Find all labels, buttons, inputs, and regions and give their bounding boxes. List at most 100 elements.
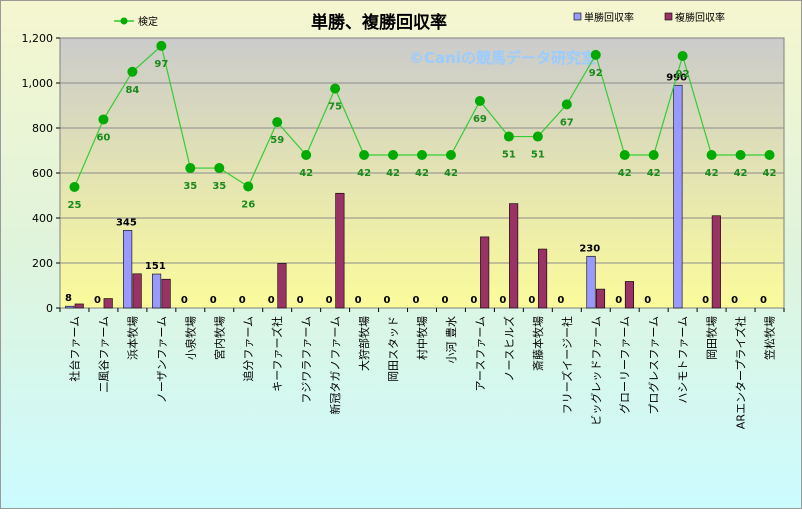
x-tick-label: 宮内牧場	[212, 316, 226, 360]
bar-win	[65, 305, 75, 309]
x-tick-label: 大狩部牧場	[357, 316, 371, 371]
bar-place	[509, 203, 519, 309]
x-tick-label: 二風谷ファーム	[97, 316, 110, 393]
bar-value-label: 0	[297, 295, 304, 306]
line-point-label: 97	[154, 59, 168, 70]
line-series: 25 60 84 97 35 35 26 59 42 75 42 42 42 42 69 51 51 67 92 42…	[68, 40, 777, 211]
bar-value-label: 0	[644, 295, 651, 306]
bar-place	[480, 236, 490, 309]
line-point-label: 69	[473, 114, 487, 125]
line-point-label: 35	[183, 181, 197, 192]
bar-value-label: 0	[355, 295, 362, 306]
bar-place	[595, 288, 606, 309]
line-point-label: 42	[299, 168, 313, 179]
bar-value-label: 0	[702, 295, 709, 306]
legend-swatch-win	[573, 12, 582, 21]
bar-win	[586, 255, 596, 309]
bar-value-label: 0	[210, 295, 217, 306]
line-point	[619, 150, 630, 160]
x-tick-label: ビッグレッドファーム	[589, 316, 603, 426]
y-tick-label: 800	[32, 122, 53, 135]
bar-value-label: 230	[579, 243, 600, 254]
bar-value-label: 0	[760, 295, 767, 306]
bar-value-label: 0	[384, 295, 391, 306]
x-tick-label: アースファーム	[474, 316, 487, 391]
y-tick-label: 600	[32, 167, 53, 180]
y-tick-label: 1,000	[22, 77, 54, 90]
line-point-label: 51	[502, 150, 516, 161]
watermark-text: ©Caniの競馬データ研究室	[409, 49, 596, 67]
y-axis-ticks: 0 200 400 600 800 1,000 1,200	[22, 32, 60, 315]
x-tick-label: ノーザンファーム	[155, 316, 168, 403]
bar-value-label: 0	[470, 295, 477, 306]
bar-place	[711, 215, 721, 309]
x-tick-label: 新冠タガノファーム	[328, 316, 342, 415]
line-point-label: 42	[734, 168, 748, 179]
legend: 検定 単勝回収率 複勝回収率	[114, 11, 725, 28]
bar-place	[132, 273, 142, 309]
x-tick-label: キーファーズ社	[270, 316, 284, 392]
line-point	[185, 163, 196, 174]
line-point-label: 35	[212, 181, 226, 192]
line-point	[503, 131, 514, 142]
y-tick-label: 200	[32, 257, 53, 270]
line-point	[272, 117, 283, 128]
bar-win	[123, 230, 133, 309]
line-point	[445, 150, 456, 160]
bar-value-label: 0	[528, 295, 535, 306]
bar-value-label: 8	[65, 293, 72, 304]
line-point	[648, 150, 659, 160]
line-point-label: 42	[415, 168, 429, 179]
x-tick-label: 小泉牧場	[183, 316, 197, 360]
bar-value-label: 345	[116, 217, 137, 228]
bar-place	[277, 263, 287, 309]
x-tick-label: 社台ファーム	[67, 316, 81, 382]
legend-label-win: 単勝回収率	[584, 11, 634, 24]
line-point	[156, 40, 167, 51]
line-point	[474, 96, 485, 106]
bar-place	[74, 303, 84, 309]
legend-line-marker	[120, 17, 128, 25]
x-tick-label: フジワラファーム	[300, 316, 313, 404]
line-point	[590, 49, 601, 60]
line-point-label: 42	[386, 168, 400, 179]
x-tick-label: 斎藤本牧場	[531, 316, 545, 371]
x-tick-label: ノースヒルズ	[502, 316, 516, 381]
x-tick-label: 小河 豊水	[445, 316, 458, 364]
line-point-label: 60	[96, 132, 110, 143]
line-point	[127, 66, 138, 77]
line-point-label: 84	[125, 85, 139, 96]
x-tick-label: 追分ファーム	[241, 316, 255, 382]
line-point-label: 42	[357, 168, 371, 179]
x-tick-label: 浜本牧場	[125, 316, 139, 360]
x-tick-label: ARエンタープライズ社	[734, 316, 748, 429]
bar-place	[624, 281, 635, 309]
line-point	[69, 181, 80, 192]
bar-value-label: 0	[615, 295, 622, 306]
line-point	[359, 150, 370, 160]
x-tick-label: グローリーファーム	[618, 316, 632, 414]
x-tick-label: 岡田スタッド	[387, 316, 400, 382]
y-tick-label: 0	[46, 302, 53, 315]
grid-lines	[60, 82, 784, 264]
line-point-label: 92	[589, 68, 603, 79]
x-tick-label: フリーズイージー社	[560, 316, 574, 414]
x-tick-label: 岡田牧場	[705, 316, 719, 360]
line-point-label: 42	[705, 168, 719, 179]
legend-swatch-place	[664, 12, 673, 21]
line-point-label: 42	[763, 168, 777, 179]
bar-place	[103, 298, 113, 309]
line-point	[735, 150, 746, 160]
line-point-label: 42	[618, 168, 632, 179]
line-point	[243, 181, 254, 192]
bar-value-label: 0	[441, 295, 448, 306]
line-point	[417, 150, 427, 160]
bar-win	[673, 84, 683, 309]
line-point	[330, 83, 341, 94]
bar-place	[161, 278, 171, 309]
line-point-label: 92	[676, 69, 690, 80]
line-point	[706, 150, 717, 160]
line-point-label: 42	[444, 168, 458, 179]
bar-win	[152, 273, 162, 309]
